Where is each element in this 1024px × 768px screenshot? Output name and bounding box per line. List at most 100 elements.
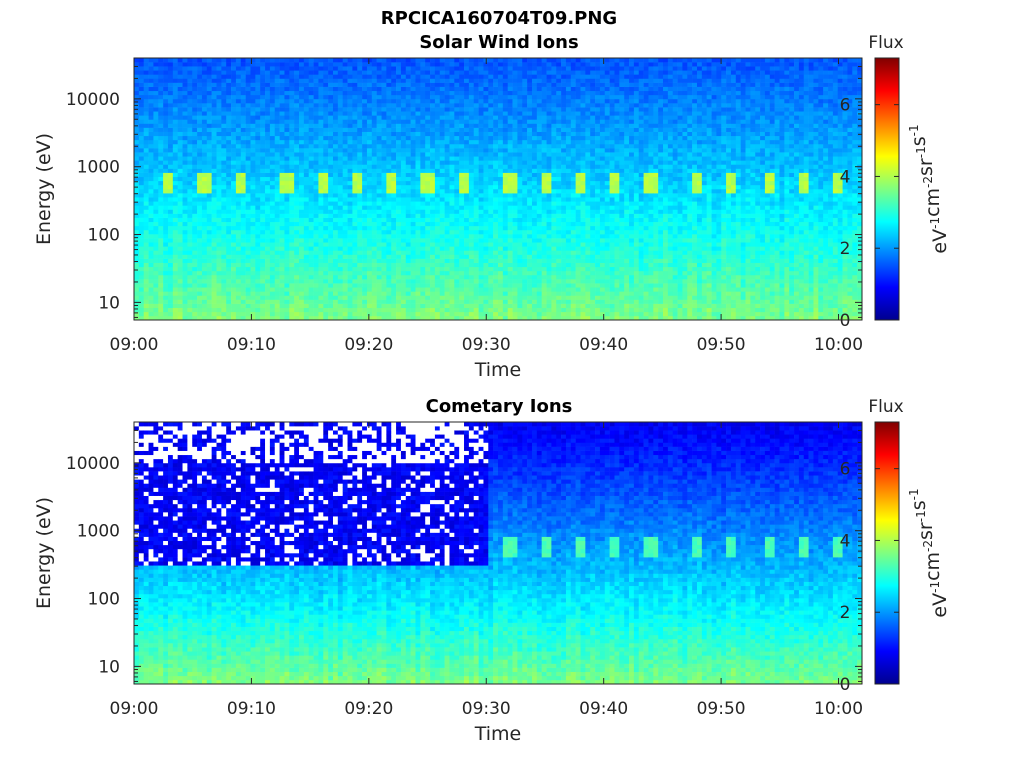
heatmap-cell [425, 279, 431, 284]
heatmap-cell [308, 176, 314, 182]
heatmap-cell [269, 205, 276, 210]
heatmap-cell [167, 234, 174, 239]
heatmap-cell [493, 213, 499, 218]
heatmap-cell [415, 119, 421, 124]
heatmap-cell [221, 291, 227, 296]
heatmap-cell [454, 184, 460, 190]
heatmap-cell [502, 270, 508, 276]
heatmap-cell [201, 311, 208, 317]
heatmap-cell [337, 180, 343, 186]
heatmap-cell [396, 58, 402, 63]
heatmap-cell [405, 283, 411, 288]
heatmap-cell [167, 139, 174, 145]
heatmap-cell [138, 127, 144, 132]
heatmap-cell [449, 62, 455, 67]
heatmap-cell [260, 74, 266, 79]
heatmap-cell [231, 98, 237, 104]
heatmap-cell [279, 262, 285, 268]
heatmap-cell [284, 94, 290, 100]
heatmap-cell [366, 98, 373, 104]
heatmap-cell [192, 246, 198, 251]
heatmap-cell [415, 209, 421, 214]
heatmap-cell [488, 279, 494, 284]
heatmap-cell [313, 291, 319, 296]
heatmap-cell [206, 234, 212, 239]
heatmap-cell [289, 209, 295, 214]
heatmap-cell [187, 131, 193, 137]
heatmap-cell [337, 82, 343, 87]
heatmap-cell [294, 234, 300, 239]
heatmap-cell [308, 258, 314, 263]
heatmap-cell [235, 148, 242, 153]
heatmap-cell [425, 119, 431, 124]
heatmap-cell [231, 287, 237, 292]
heatmap-cell [303, 139, 310, 145]
heatmap-cell [153, 78, 159, 83]
heatmap-cell [216, 258, 222, 263]
heatmap-cell [235, 98, 242, 104]
heatmap-cell [265, 274, 271, 280]
heatmap-cell [439, 58, 445, 63]
heatmap-cell [357, 78, 363, 83]
heatmap-cell [167, 246, 174, 251]
heatmap-cell [231, 160, 237, 165]
heatmap-cell [352, 205, 358, 210]
heatmap-cell [216, 90, 222, 96]
heatmap-cell [274, 148, 280, 153]
heatmap-cell [434, 78, 441, 83]
heatmap-cell [260, 156, 266, 161]
heatmap-cell [430, 94, 436, 100]
heatmap-cell [274, 201, 280, 206]
heatmap-cell [308, 270, 314, 276]
heatmap-cell [439, 291, 445, 296]
heatmap-cell [245, 201, 251, 206]
heatmap-cell [478, 139, 484, 145]
heatmap-cell [197, 119, 203, 124]
heatmap-cell [376, 254, 382, 259]
heatmap-cell [434, 283, 441, 288]
heatmap-cell [415, 201, 421, 206]
heatmap-cell [449, 201, 455, 206]
heatmap-cell [415, 66, 421, 71]
heatmap-cell [274, 127, 280, 132]
heatmap-cell [274, 205, 280, 210]
heatmap-cell [255, 78, 261, 83]
heatmap-cell [197, 213, 203, 218]
heatmap-cell [396, 250, 402, 255]
heatmap-cell [235, 107, 242, 112]
heatmap-cell [289, 193, 295, 198]
heatmap-cell [396, 119, 402, 124]
heatmap-cell [279, 307, 285, 313]
heatmap-cell [201, 274, 208, 280]
heatmap-cell [459, 168, 465, 173]
heatmap-cell [284, 160, 290, 165]
heatmap-cell [400, 238, 407, 243]
heatmap-cell [158, 274, 164, 280]
heatmap-cell [332, 189, 339, 194]
heatmap-cell [396, 201, 402, 206]
heatmap-cell [299, 78, 305, 83]
heatmap-cell [459, 295, 465, 300]
heatmap-cell [371, 205, 377, 210]
heatmap-cell [187, 303, 193, 309]
heatmap-cell [415, 143, 421, 149]
heatmap-cell [483, 221, 489, 227]
heatmap-cell [148, 98, 154, 104]
heatmap-cell [420, 201, 426, 206]
heatmap-cell [371, 307, 377, 313]
heatmap-cell [158, 139, 164, 145]
heatmap-cell [342, 225, 348, 231]
heatmap-cell [493, 221, 499, 227]
heatmap-cell [498, 295, 504, 300]
heatmap-cell [468, 295, 475, 300]
heatmap-cell [245, 262, 251, 268]
heatmap-cell [478, 131, 484, 137]
heatmap-cell [376, 123, 382, 128]
heatmap-cell [488, 258, 494, 263]
heatmap-cell [444, 209, 450, 214]
heatmap-cell [425, 217, 431, 223]
heatmap-cell [410, 258, 416, 263]
heatmap-cell [269, 123, 276, 128]
heatmap-cell [265, 82, 271, 87]
heatmap-cell [328, 139, 334, 145]
